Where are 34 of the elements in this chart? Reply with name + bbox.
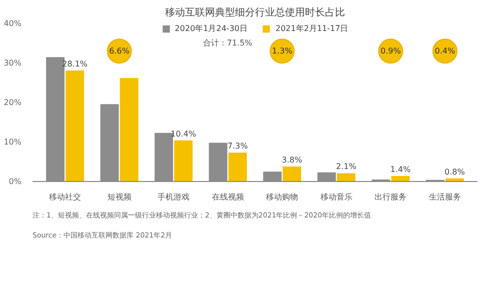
data-label: 0.8% <box>444 167 466 176</box>
x-tick-label: 短视频 <box>107 192 132 202</box>
x-tick-label: 移动音乐 <box>320 192 352 202</box>
y-tick-label: 0% <box>8 177 22 186</box>
data-label: 7.3% <box>227 142 248 151</box>
x-tick-label: 移动社交 <box>49 192 82 202</box>
annotation: 0.4% <box>434 46 456 56</box>
data-label: 2.1% <box>336 162 357 172</box>
y-tick-label: 30% <box>4 58 22 68</box>
bar <box>336 173 356 182</box>
annotation: 1.3% <box>272 46 293 56</box>
bar <box>66 70 84 182</box>
data-label: 3.8% <box>282 155 302 164</box>
y-tick-label: 10% <box>4 138 22 146</box>
bar <box>174 140 193 182</box>
y-tick-label: 20% <box>4 98 22 107</box>
annotation: 6.6% <box>109 46 130 56</box>
annotation: 合计：71.5% <box>202 38 253 48</box>
x-tick-label: 生活服务 <box>428 192 461 202</box>
chart-title: 移动互联网典型细分行业总使用时长占比 <box>165 6 345 18</box>
bar <box>228 152 247 182</box>
bar <box>282 166 302 182</box>
data-label: 1.4% <box>390 164 411 174</box>
annotation: 0.9% <box>380 46 402 56</box>
x-tick-label: 移动购物 <box>266 192 298 202</box>
y-tick-label: 40% <box>4 19 22 28</box>
x-tick-label: 手机游戏 <box>158 192 190 202</box>
bar <box>120 78 138 182</box>
bar <box>391 176 410 182</box>
legend-label: 2020年1月24-30日 <box>174 23 248 34</box>
x-tick-label: 出行服务 <box>374 192 407 202</box>
legend-label: 2021年2月11-17日 <box>276 23 348 34</box>
x-tick-label: 在线视频 <box>212 192 244 202</box>
data-label: 10.4% <box>170 129 196 138</box>
